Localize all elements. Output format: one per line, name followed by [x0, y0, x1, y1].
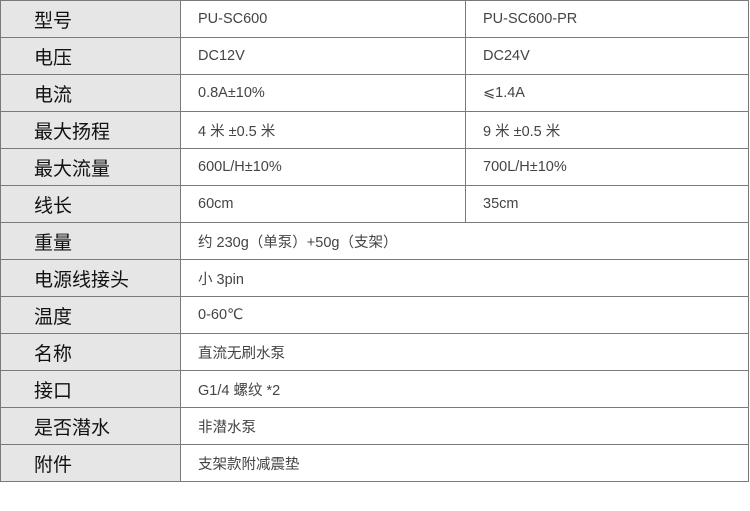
row-value: 非潜水泵 — [180, 407, 749, 445]
row-label: 电源线接头 — [0, 259, 181, 297]
row-label: 型号 — [0, 0, 181, 38]
table-row: 重量约 230g（单泵）+50g（支架） — [0, 222, 749, 260]
row-value: DC24V — [465, 37, 749, 75]
table-row: 附件 支架款附减震垫 — [0, 444, 749, 482]
row-value: 4 米 ±0.5 米 — [180, 111, 466, 149]
row-value: PU-SC600 — [180, 0, 466, 38]
table-row: 电流 0.8A±10% ⩽1.4A — [0, 74, 749, 112]
row-label: 线长 — [0, 185, 181, 223]
table-row: 名称 直流无刷水泵 — [0, 333, 749, 371]
row-label: 是否潜水 — [0, 407, 181, 445]
row-label: 温度 — [0, 296, 181, 334]
table-row: 温度 0-60℃ — [0, 296, 749, 334]
row-label: 电压 — [0, 37, 181, 75]
row-label: 重量 — [0, 222, 181, 260]
row-value: 600L/H±10% — [180, 148, 466, 186]
table-row: 电压 DC12V DC24V — [0, 37, 749, 75]
row-value: 0.8A±10% — [180, 74, 466, 112]
row-value: PU-SC600-PR — [465, 0, 749, 38]
table-row: 是否潜水 非潜水泵 — [0, 407, 749, 445]
table-row: 电源线接头小 3pin — [0, 259, 749, 297]
table-row: 最大流量 600L/H±10% 700L/H±10% — [0, 148, 749, 186]
row-value: 700L/H±10% — [465, 148, 749, 186]
row-value: 60cm — [180, 185, 466, 223]
row-value: 直流无刷水泵 — [180, 333, 749, 371]
row-label: 附件 — [0, 444, 181, 482]
row-value: 9 米 ±0.5 米 — [465, 111, 749, 149]
row-value: 支架款附减震垫 — [180, 444, 749, 482]
row-value: 35cm — [465, 185, 749, 223]
row-value: 小 3pin — [180, 259, 749, 297]
row-value: ⩽1.4A — [465, 74, 749, 112]
table-row: 线长 60cm 35cm — [0, 185, 749, 223]
row-value: G1/4 螺纹 *2 — [180, 370, 749, 408]
table-row: 接口 G1/4 螺纹 *2 — [0, 370, 749, 408]
row-label: 最大扬程 — [0, 111, 181, 149]
row-label: 最大流量 — [0, 148, 181, 186]
row-value: 约 230g（单泵）+50g（支架） — [180, 222, 749, 260]
row-label: 接口 — [0, 370, 181, 408]
spec-table: 型号 PU-SC600 PU-SC600-PR 电压 DC12V DC24V 电流 0.8A±… — [0, 0, 749, 482]
row-label: 名称 — [0, 333, 181, 371]
row-value: DC12V — [180, 37, 466, 75]
row-label: 电流 — [0, 74, 181, 112]
table-row: 型号 PU-SC600 PU-SC600-PR — [0, 0, 749, 38]
row-value: 0-60℃ — [180, 296, 749, 334]
